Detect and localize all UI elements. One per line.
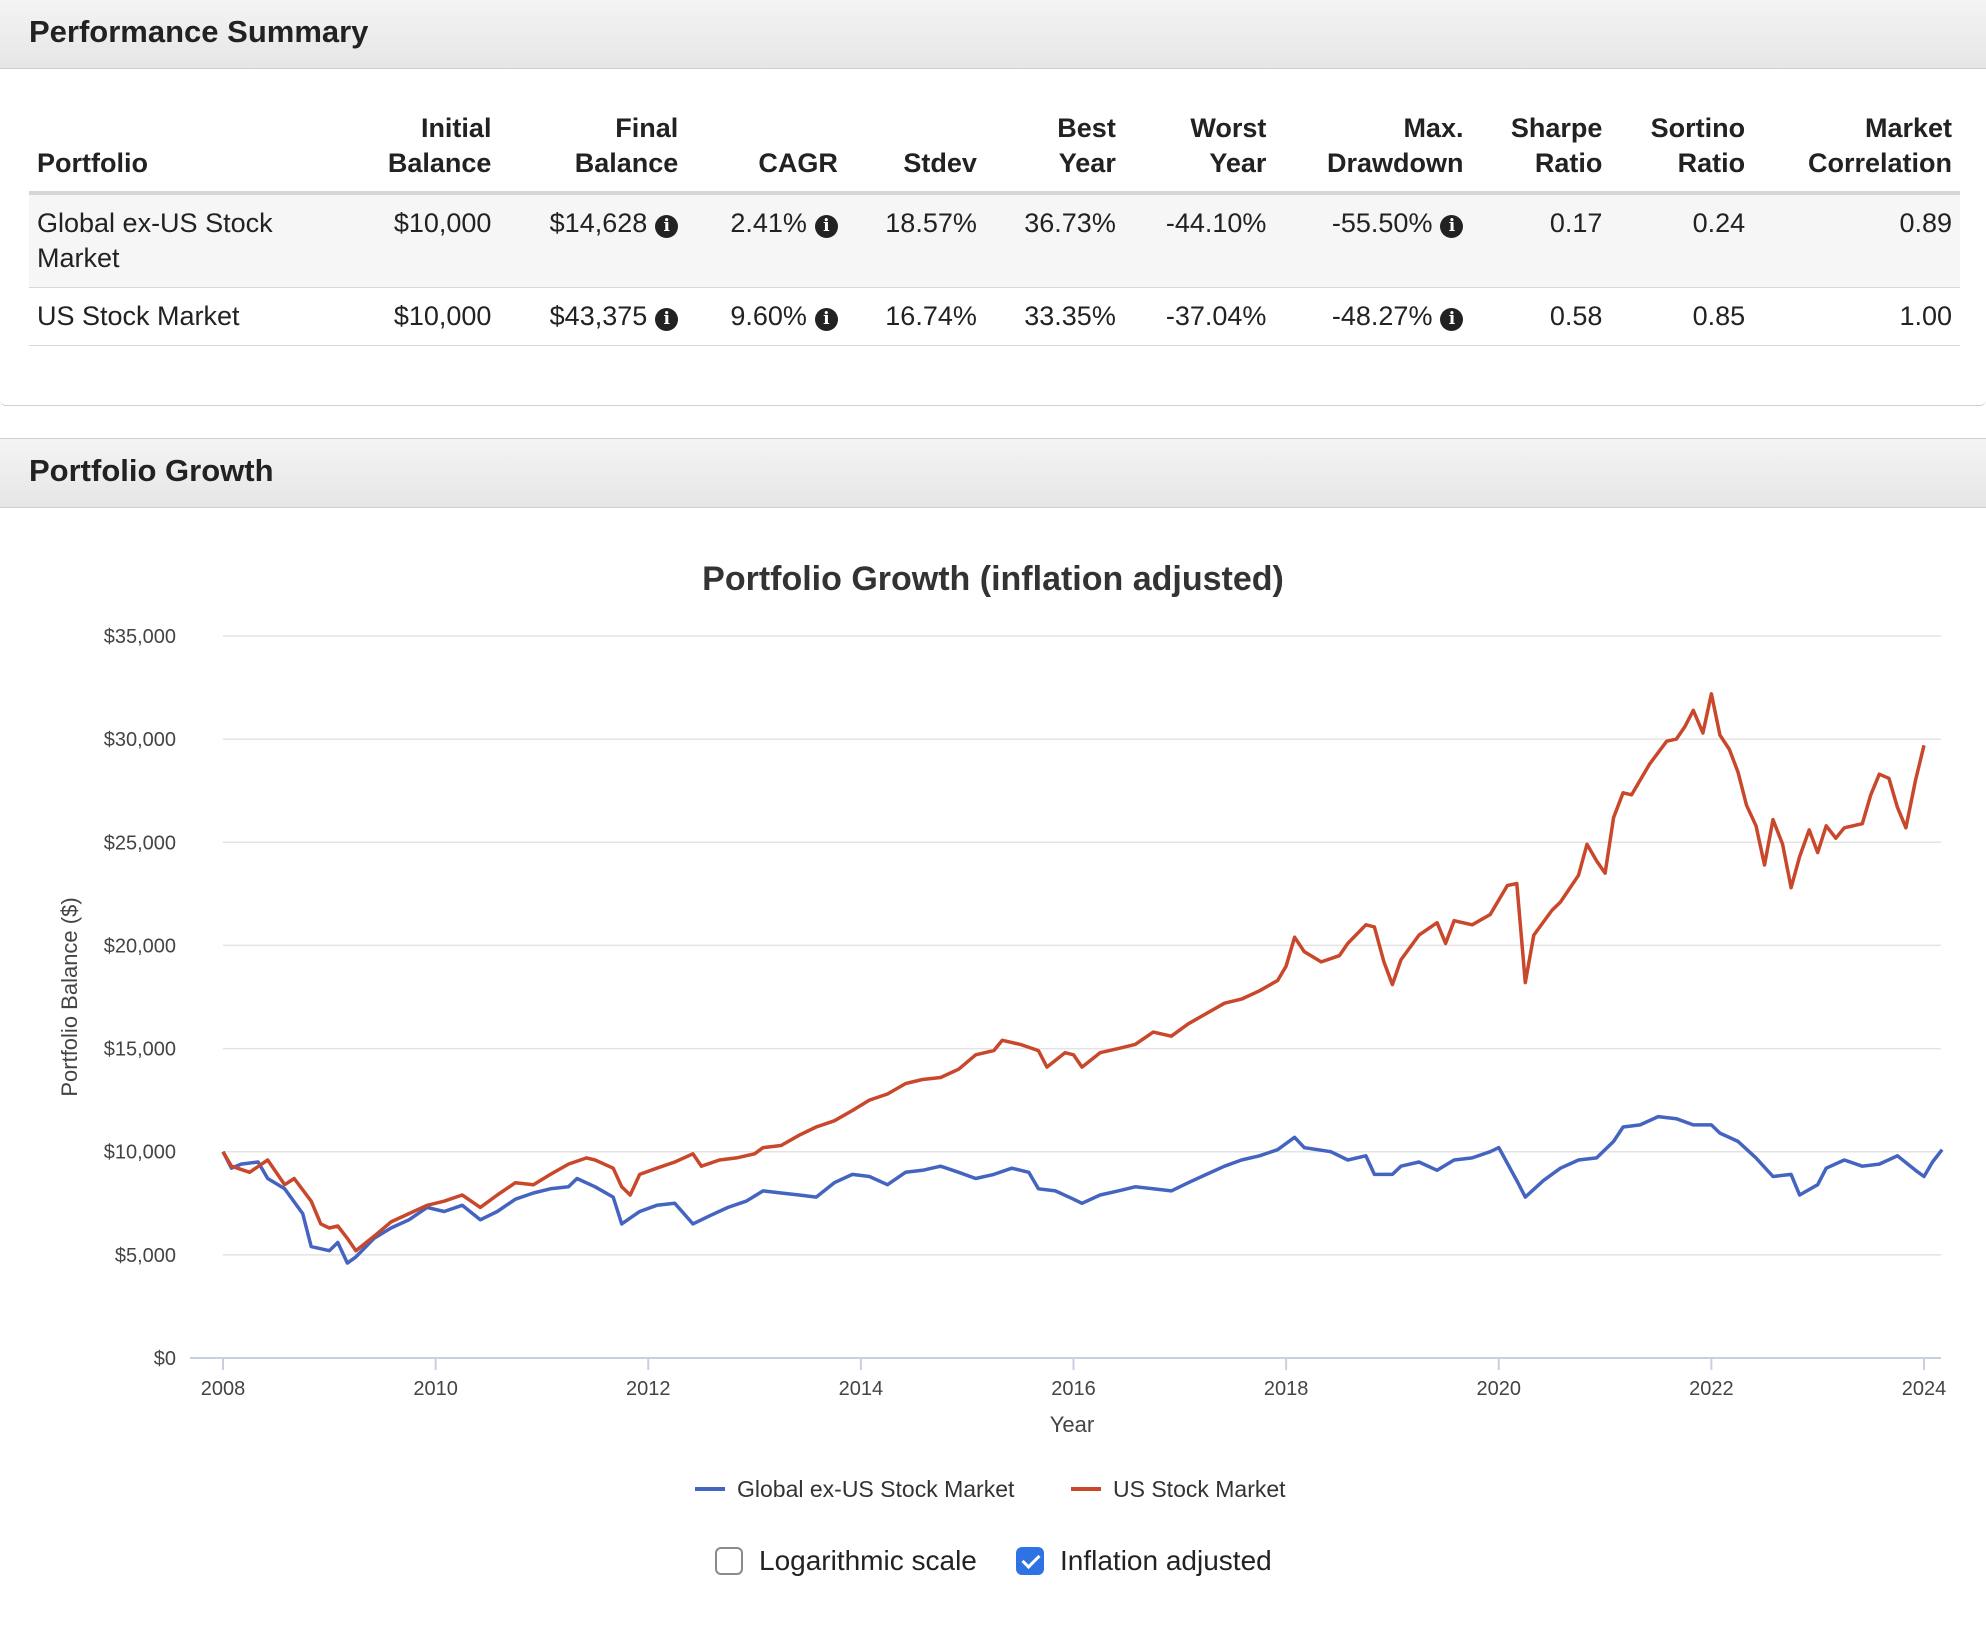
cell-sortino-ratio: 0.24: [1610, 193, 1754, 288]
column-header-sharpe-ratio: Sharpe Ratio: [1471, 103, 1611, 195]
info-circle-icon[interactable]: i: [1440, 215, 1464, 238]
cell-sharpe-ratio: 0.58: [1471, 287, 1611, 346]
series-line-us-stock-market: [221, 692, 1926, 1253]
x-tick-label: 2008: [201, 1378, 246, 1400]
cell-market-correlation: 0.89: [1753, 193, 1960, 288]
performance-summary-title: Performance Summary: [29, 14, 369, 49]
table-body: Global ex-US Stock Market $10,000 $14,628 i…: [29, 193, 1960, 346]
y-tick-label: $0: [154, 1348, 176, 1370]
cell-worst-year: -44.10%: [1123, 193, 1275, 288]
info-circle-icon[interactable]: i: [655, 215, 679, 238]
cell-sortino-ratio: 0.85: [1610, 287, 1754, 346]
cell-initial-balance: $10,000: [345, 193, 500, 288]
x-tick-label: 2022: [1689, 1378, 1734, 1400]
cell-stdev: 18.57%: [845, 193, 985, 288]
chart-title: Portfolio Growth (inflation adjusted): [702, 560, 1284, 598]
cell-stdev: 16.74%: [845, 287, 985, 346]
legend-label: Global ex-US Stock Market: [737, 1476, 1015, 1502]
x-axis-title: Year: [1050, 1412, 1094, 1437]
y-tick-label: $10,000: [104, 1142, 176, 1164]
table-row: US Stock Market $10,000 $43,375 i 9.60% i 16.7…: [29, 287, 1960, 346]
info-circle-icon[interactable]: i: [1440, 308, 1464, 331]
series-line-global-ex-us: [221, 1114, 1944, 1265]
cell-market-correlation: 1.00: [1753, 287, 1960, 346]
cell-max-drawdown: -48.27% i: [1274, 287, 1472, 346]
info-circle-icon[interactable]: i: [814, 215, 838, 238]
inflation-adjusted-checkbox[interactable]: [1016, 1547, 1044, 1575]
info-circle-icon[interactable]: i: [655, 308, 679, 331]
x-tick-label: 2018: [1264, 1378, 1309, 1400]
x-tick-label: 2010: [413, 1378, 458, 1400]
performance-table: Portfolio Initial Balance Final Balance CAGR…: [29, 103, 1960, 346]
y-tick-label: $15,000: [104, 1039, 176, 1061]
y-tick-label: $25,000: [104, 832, 176, 854]
y-tick-label: $20,000: [104, 935, 176, 957]
portfolio-growth-title: Portfolio Growth: [29, 453, 274, 488]
cell-worst-year: -37.04%: [1123, 287, 1275, 346]
performance-summary-header: Performance Summary: [0, 0, 1986, 69]
cell-portfolio: Global ex-US Stock Market: [29, 193, 345, 288]
column-header-cagr: CAGR: [686, 103, 846, 195]
log-scale-toggle[interactable]: Logarithmic scale: [715, 1543, 977, 1579]
column-header-worst-year: Worst Year: [1123, 103, 1275, 195]
column-header-stdev: Stdev: [845, 103, 985, 195]
y-tick-label: $5,000: [115, 1245, 176, 1267]
column-header-final-balance: Final Balance: [499, 103, 687, 195]
column-header-max-drawdown: Max. Drawdown: [1274, 103, 1472, 195]
table-header-row: Portfolio Initial Balance Final Balance CAGR…: [29, 103, 1960, 195]
legend-label: US Stock Market: [1113, 1476, 1286, 1502]
cell-max-drawdown: -55.50% i: [1274, 193, 1472, 288]
y-tick-label: $35,000: [104, 626, 176, 648]
cell-initial-balance: $10,000: [345, 287, 500, 346]
inflation-adjusted-label: Inflation adjusted: [1060, 1545, 1272, 1576]
info-circle-icon[interactable]: i: [814, 308, 838, 331]
cell-cagr: 9.60% i: [686, 287, 846, 346]
x-tick-label: 2020: [1477, 1378, 1522, 1400]
column-header-best-year: Best Year: [984, 103, 1124, 195]
cell-best-year: 33.35%: [984, 287, 1124, 346]
performance-summary-panel: Performance Summary Portfolio Initial Bala…: [0, 0, 1986, 406]
cell-final-balance: $14,628 i: [499, 193, 687, 288]
column-header-portfolio: Portfolio: [29, 103, 345, 195]
x-tick-label: 2012: [626, 1378, 671, 1400]
y-tick-label: $30,000: [104, 729, 176, 751]
cell-cagr: 2.41% i: [686, 193, 846, 288]
x-tick-label: 2016: [1051, 1378, 1096, 1400]
log-scale-label: Logarithmic scale: [759, 1545, 977, 1576]
y-axis-title: Portfolio Balance ($): [57, 897, 82, 1096]
cell-portfolio: US Stock Market: [29, 287, 345, 346]
column-header-market-correlation: Market Correlation: [1753, 103, 1960, 195]
log-scale-checkbox[interactable]: [715, 1547, 743, 1575]
cell-final-balance: $43,375 i: [499, 287, 687, 346]
inflation-adjusted-toggle[interactable]: Inflation adjusted: [1016, 1543, 1272, 1579]
table-row: Global ex-US Stock Market $10,000 $14,628 i…: [29, 193, 1960, 288]
column-header-sortino-ratio: Sortino Ratio: [1610, 103, 1754, 195]
cell-sharpe-ratio: 0.17: [1471, 193, 1611, 288]
cell-best-year: 36.73%: [984, 193, 1124, 288]
portfolio-growth-header: Portfolio Growth: [0, 439, 1986, 508]
x-tick-label: 2014: [839, 1378, 884, 1400]
x-tick-label: 2024: [1902, 1378, 1947, 1400]
column-header-initial-balance: Initial Balance: [345, 103, 500, 195]
